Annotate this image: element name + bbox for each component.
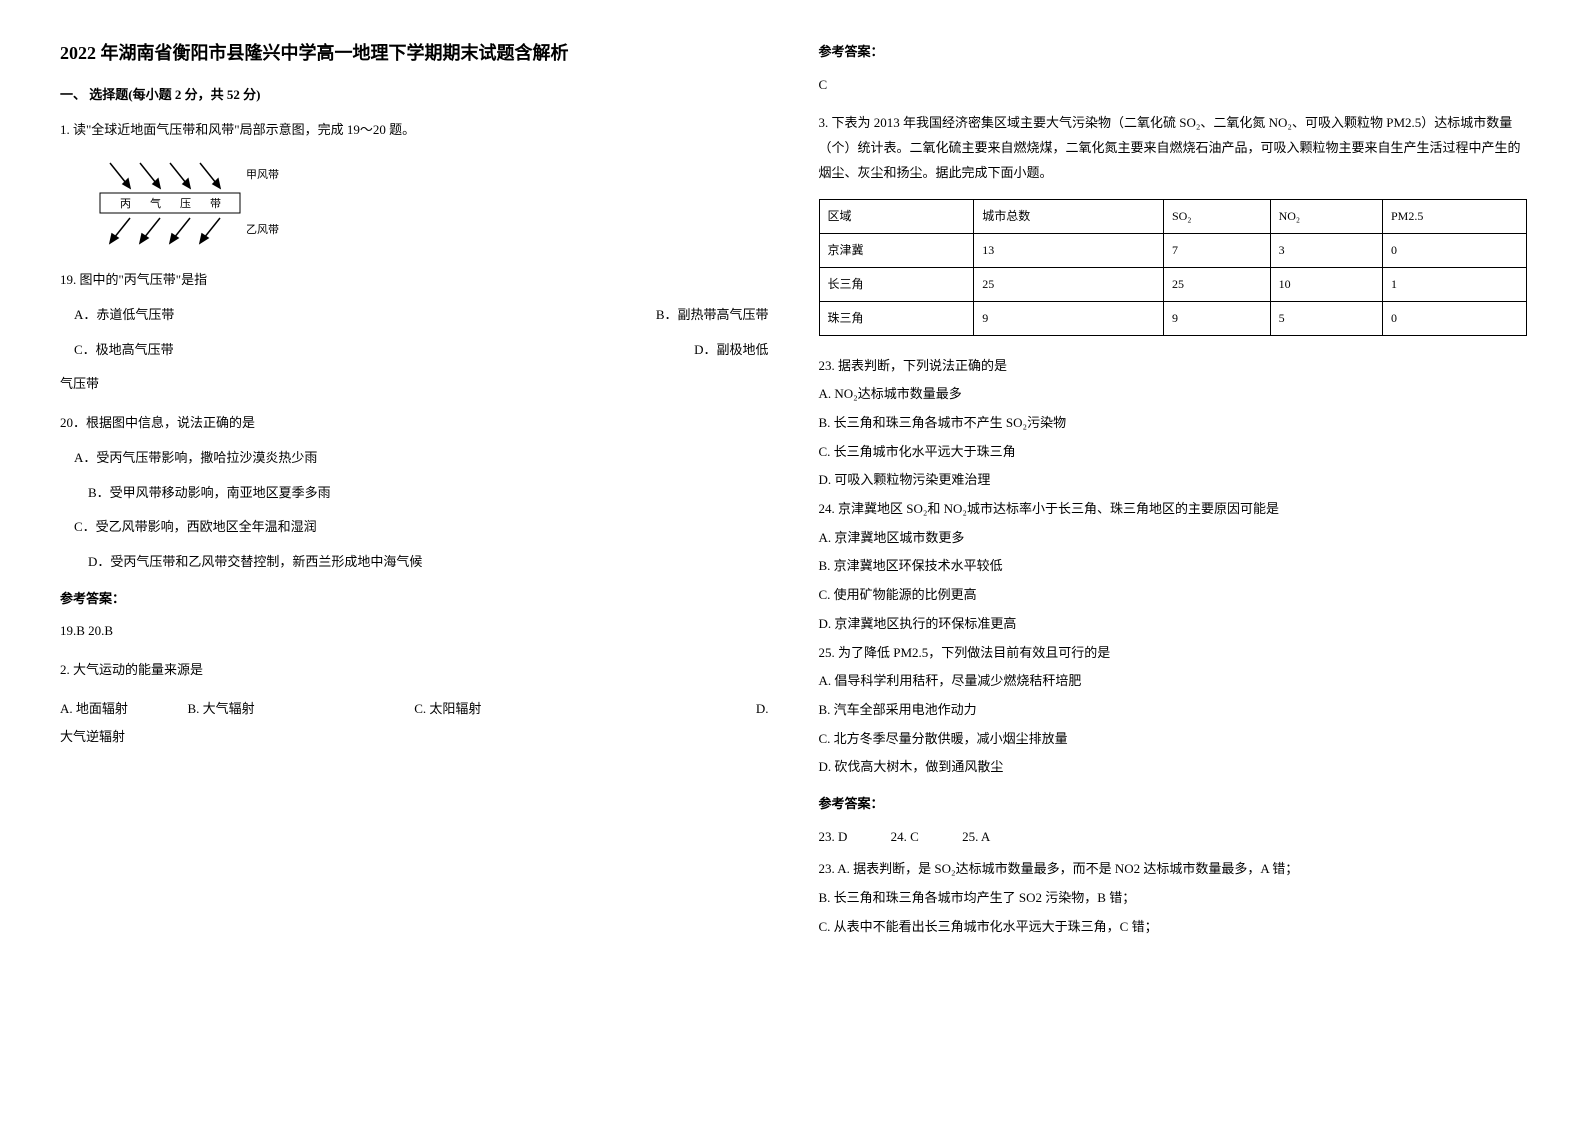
q20-opt-b: B．受甲风带移动影响，南亚地区夏季多雨	[88, 481, 769, 506]
q25-opt-a: A. 倡导科学利用秸秆，尽量减少燃烧秸秆培肥	[819, 669, 1528, 694]
document-title: 2022 年湖南省衡阳市县隆兴中学高一地理下学期期末试题含解析	[60, 40, 769, 67]
th-total: 城市总数	[974, 200, 1164, 234]
q24-text: 24. 京津冀地区 SO₂和 NO₂城市达标率小于长三角、珠三角地区的主要原因可…	[819, 497, 1528, 522]
ans-23: 23. D	[819, 829, 848, 844]
th-pm25: PM2.5	[1382, 200, 1526, 234]
q1-answer-header: 参考答案：	[60, 587, 769, 612]
q19-opt-a: A．赤道低气压带	[74, 303, 174, 328]
figure-label-bottom: 乙风带	[246, 223, 279, 236]
q24-opt-c: C. 使用矿物能源的比例更高	[819, 583, 1528, 608]
q23-opt-d: D. 可吸入颗粒物污染更难治理	[819, 468, 1528, 493]
q1-intro: 1. 读"全球近地面气压带和风带"局部示意图，完成 19～20 题。	[60, 118, 769, 143]
explain-b: B. 长三角和珠三角各城市均产生了 SO2 污染物，B 错；	[819, 886, 1528, 911]
q24-opt-a: A. 京津冀地区城市数更多	[819, 526, 1528, 551]
q1-answer: 19.B 20.B	[60, 619, 769, 644]
q2-opt-d: D.	[712, 697, 769, 722]
left-column: 2022 年湖南省衡阳市县隆兴中学高一地理下学期期末试题含解析 一、 选择题(每…	[60, 40, 769, 943]
q2-opt-b: B. 大气辐射	[188, 697, 415, 722]
pollution-table: 区域 城市总数 SO₂ NO₂ PM2.5 京津冀 13 7 3 0 长三角 2	[819, 199, 1528, 335]
q23-text: 23. 据表判断，下列说法正确的是	[819, 354, 1528, 379]
table-header-row: 区域 城市总数 SO₂ NO₂ PM2.5	[819, 200, 1527, 234]
q2-text: 2. 大气运动的能量来源是	[60, 658, 769, 683]
th-no2: NO₂	[1270, 200, 1382, 234]
wind-belt-diagram: 甲风带 丙 气 压 带 乙风带	[90, 158, 290, 248]
q25-opt-d: D. 砍伐高大树木，做到通风散尘	[819, 755, 1528, 780]
table-row: 长三角 25 25 10 1	[819, 268, 1527, 302]
q3-intro: 3. 下表为 2013 年我国经济密集区域主要大气污染物（二氧化硫 SO₂、二氧…	[819, 111, 1528, 185]
q19-opt-d-cont: 气压带	[60, 372, 769, 397]
q23-opt-a: A. NO₂达标城市数量最多	[819, 382, 1528, 407]
q20-opt-a: A．受丙气压带影响，撒哈拉沙漠炎热少雨	[74, 446, 769, 471]
th-region: 区域	[819, 200, 974, 234]
page-container: 2022 年湖南省衡阳市县隆兴中学高一地理下学期期末试题含解析 一、 选择题(每…	[60, 40, 1527, 943]
q25-text: 25. 为了降低 PM2.5，下列做法目前有效且可行的是	[819, 641, 1528, 666]
explain-c: C. 从表中不能看出长三角城市化水平远大于珠三角，C 错；	[819, 915, 1528, 940]
q1-figure: 甲风带 丙 气 压 带 乙风带	[90, 158, 290, 248]
q19-text: 19. 图中的"丙气压带"是指	[60, 268, 769, 293]
q20-opt-c: C．受乙风带影响，西欧地区全年温和湿润	[74, 515, 769, 540]
q2-answer-header: 参考答案：	[819, 40, 1528, 65]
explain-a: 23. A. 据表判断，是 SO₂达标城市数量最多，而不是 NO2 达标城市数量…	[819, 857, 1528, 882]
q3-answers: 23. D 24. C 25. A	[819, 825, 1528, 850]
q23-opt-c: C. 长三角城市化水平远大于珠三角	[819, 440, 1528, 465]
figure-label-mid: 丙 气 压 带	[120, 196, 225, 210]
q24-opt-b: B. 京津冀地区环保技术水平较低	[819, 554, 1528, 579]
q19-opt-b: B．副热带高气压带	[656, 303, 769, 328]
q2-answer: C	[819, 73, 1528, 98]
figure-label-top: 甲风带	[246, 168, 279, 181]
q19-opt-c: C．极地高气压带	[74, 338, 174, 363]
q3-answer-header: 参考答案：	[819, 792, 1528, 817]
table-row: 珠三角 9 9 5 0	[819, 301, 1527, 335]
ans-25: 25. A	[962, 829, 990, 844]
q23-opt-b: B. 长三角和珠三角各城市不产生 SO₂污染物	[819, 411, 1528, 436]
th-so2: SO₂	[1163, 200, 1270, 234]
q2-opt-d-cont: 大气逆辐射	[60, 725, 769, 750]
section-1-header: 一、 选择题(每小题 2 分，共 52 分)	[60, 83, 769, 108]
q2-opt-a: A. 地面辐射	[60, 697, 188, 722]
ans-24: 24. C	[891, 829, 919, 844]
q20-opt-d: D．受丙气压带和乙风带交替控制，新西兰形成地中海气候	[88, 550, 769, 575]
right-column: 参考答案： C 3. 下表为 2013 年我国经济密集区域主要大气污染物（二氧化…	[819, 40, 1528, 943]
q25-opt-b: B. 汽车全部采用电池作动力	[819, 698, 1528, 723]
table-row: 京津冀 13 7 3 0	[819, 234, 1527, 268]
q20-text: 20．根据图中信息，说法正确的是	[60, 411, 769, 436]
q2-opt-c: C. 太阳辐射	[414, 697, 712, 722]
q19-opt-d: D．副极地低	[694, 338, 768, 363]
q24-opt-d: D. 京津冀地区执行的环保标准更高	[819, 612, 1528, 637]
q25-opt-c: C. 北方冬季尽量分散供暖，减小烟尘排放量	[819, 727, 1528, 752]
